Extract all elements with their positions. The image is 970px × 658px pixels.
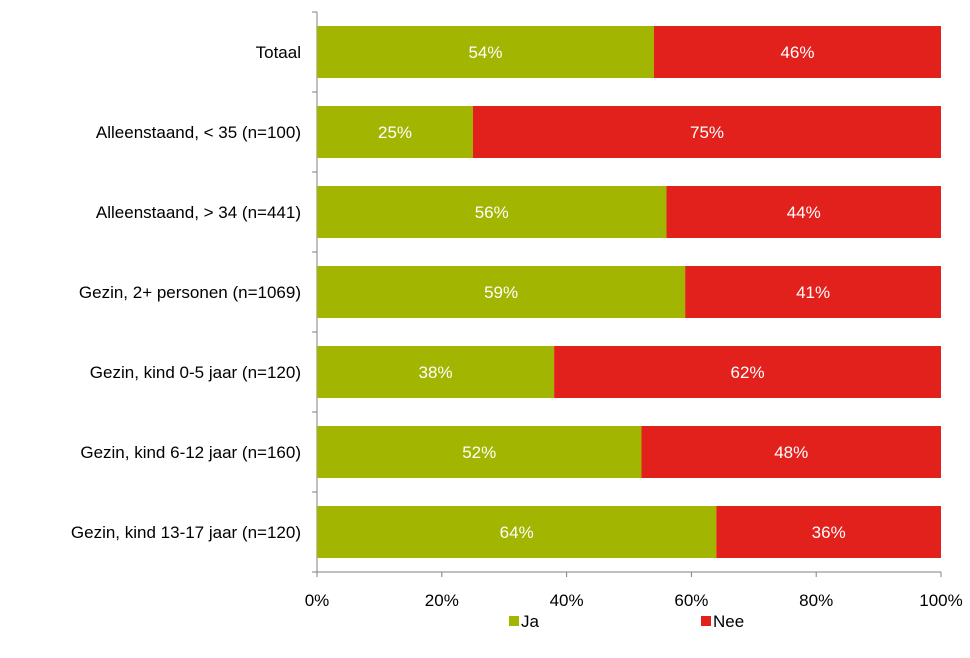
- bar-ja: [317, 426, 642, 478]
- category-label: Alleenstaand, < 35 (n=100): [96, 123, 301, 142]
- legend: Ja Nee: [509, 612, 744, 631]
- bar-nee: [473, 106, 941, 158]
- bar-ja: [317, 346, 555, 398]
- bar-nee: [716, 506, 941, 558]
- bar-value-label: 56%: [475, 203, 509, 222]
- x-tick-label: 100%: [919, 591, 962, 610]
- bar-value-label: 41%: [796, 283, 830, 302]
- bar-value-label: 54%: [468, 43, 502, 62]
- bar-nee: [685, 266, 941, 318]
- bar-value-label: 64%: [500, 523, 534, 542]
- bar-value-label: 59%: [484, 283, 518, 302]
- bar-value-label: 25%: [378, 123, 412, 142]
- category-label: Totaal: [256, 43, 301, 62]
- bar-ja: [317, 106, 473, 158]
- x-tick-label: 40%: [550, 591, 584, 610]
- bar-value-label: 38%: [419, 363, 453, 382]
- bar-value-label: 52%: [462, 443, 496, 462]
- x-tick-label: 80%: [799, 591, 833, 610]
- bar-ja: [317, 506, 717, 558]
- legend-label-nee: Nee: [713, 612, 744, 631]
- category-labels: Totaal Alleenstaand, < 35 (n=100) Alleenst…: [71, 43, 301, 542]
- legend-label-ja: Ja: [521, 612, 540, 631]
- x-tick-labels: 0% 20% 40% 60% 80% 100%: [305, 572, 963, 610]
- category-label: Gezin, 2+ personen (n=1069): [79, 283, 301, 302]
- bar-nee: [641, 426, 941, 478]
- bar-value-label: 36%: [812, 523, 846, 542]
- bar-value-label: 62%: [731, 363, 765, 382]
- bar-nee: [666, 186, 941, 238]
- legend-swatch-ja: [509, 616, 519, 626]
- bar-nee: [554, 346, 941, 398]
- bar-nee: [653, 26, 941, 78]
- x-tick-label: 60%: [674, 591, 708, 610]
- bar-value-label: 44%: [787, 203, 821, 222]
- bar-value-label: 75%: [690, 123, 724, 142]
- bar-ja: [317, 186, 667, 238]
- x-tick-label: 20%: [425, 591, 459, 610]
- legend-swatch-nee: [701, 616, 711, 626]
- bar-value-label: 48%: [774, 443, 808, 462]
- category-label: Gezin, kind 0-5 jaar (n=120): [90, 363, 301, 382]
- category-label: Gezin, kind 13-17 jaar (n=120): [71, 523, 301, 542]
- bar-ja: [317, 26, 654, 78]
- bars: 54% 46% 25% 75% 56% 44% 59% 41% 38% 62% 52% 48% 64% 3…: [317, 26, 941, 558]
- x-tick-label: 0%: [305, 591, 330, 610]
- category-label: Alleenstaand, > 34 (n=441): [96, 203, 301, 222]
- bar-ja: [317, 266, 686, 318]
- bar-value-label: 46%: [780, 43, 814, 62]
- category-label: Gezin, kind 6-12 jaar (n=160): [80, 443, 301, 462]
